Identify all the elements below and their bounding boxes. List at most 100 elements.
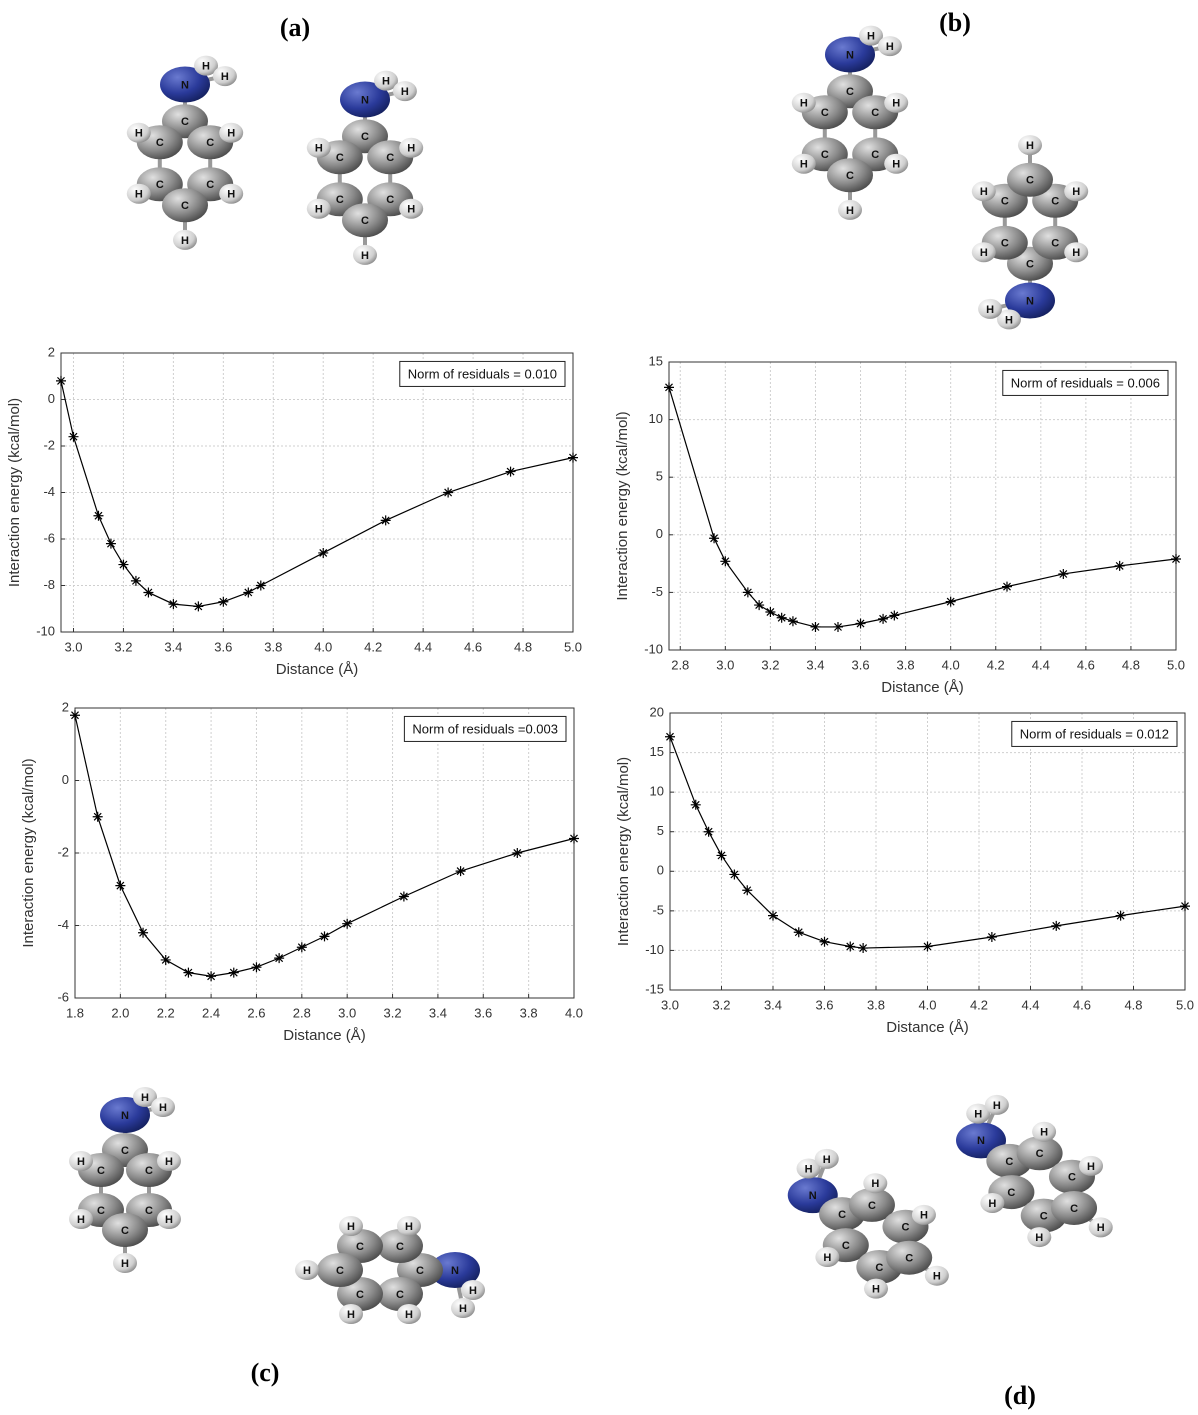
- atom-label: C: [821, 149, 829, 161]
- data-point: [131, 576, 141, 586]
- y-tick-label: -8: [43, 577, 55, 592]
- data-point: [93, 812, 103, 822]
- atom-label: C: [145, 1205, 153, 1217]
- atom-label: H: [1005, 314, 1013, 326]
- atom-label: C: [902, 1222, 910, 1234]
- atom-label: C: [846, 86, 854, 98]
- x-tick-label: 3.2: [712, 997, 730, 1012]
- data-point: [1171, 554, 1181, 564]
- atom-label: C: [1001, 196, 1009, 208]
- panel-label: (b): [939, 8, 971, 37]
- atom-label: H: [823, 1252, 831, 1264]
- atom-label: C: [868, 1200, 876, 1212]
- data-point: [138, 928, 148, 938]
- data-point: [765, 607, 775, 617]
- atom-label: C: [821, 107, 829, 119]
- x-tick-label: 3.8: [264, 639, 282, 654]
- annotation: Norm of residuals = 0.010: [408, 366, 557, 381]
- atom-label: H: [347, 1221, 355, 1233]
- atom-label: C: [336, 194, 344, 206]
- atom-label: C: [145, 1165, 153, 1177]
- data-point: [297, 942, 307, 952]
- x-tick-label: 4.4: [1032, 657, 1050, 672]
- x-axis-label: Distance (Å): [283, 1027, 366, 1044]
- plot-area: [669, 362, 1176, 650]
- data-point: [704, 827, 714, 837]
- y-tick-label: 2: [62, 699, 69, 714]
- atom-label: N: [121, 1110, 129, 1122]
- y-tick-label: 0: [656, 526, 663, 541]
- atom-label: C: [846, 170, 854, 182]
- y-tick-label: 0: [657, 863, 664, 878]
- atom-label: H: [77, 1156, 85, 1168]
- atom-label: C: [156, 179, 164, 191]
- y-axis-label: Interaction energy (kcal/mol): [20, 758, 37, 947]
- molecule: NHHCCCCCCHHHHH: [792, 26, 908, 220]
- data-point: [569, 834, 579, 844]
- data-point: [256, 581, 266, 591]
- panel-label: (c): [251, 1358, 280, 1387]
- atom-label: H: [871, 1178, 879, 1190]
- y-tick-label: 10: [649, 411, 663, 426]
- data-point: [987, 932, 997, 942]
- annotation: Norm of residuals =0.003: [412, 721, 558, 736]
- data-point: [456, 866, 466, 876]
- x-tick-label: 4.6: [464, 639, 482, 654]
- atom-label: H: [892, 98, 900, 110]
- data-point: [251, 962, 261, 972]
- y-tick-label: -10: [644, 641, 663, 656]
- x-tick-label: 4.2: [364, 639, 382, 654]
- data-point: [68, 432, 78, 442]
- atom-label: C: [356, 1289, 364, 1301]
- data-point: [691, 800, 701, 810]
- y-tick-label: -2: [43, 437, 55, 452]
- atom-label: H: [181, 235, 189, 247]
- y-tick-label: 15: [649, 353, 663, 368]
- x-tick-label: 3.4: [429, 1005, 447, 1020]
- atom-label: H: [227, 128, 235, 140]
- x-tick-label: 2.8: [293, 1005, 311, 1020]
- data-point: [1180, 901, 1190, 911]
- atom-label: H: [867, 31, 875, 43]
- atom-label: C: [838, 1209, 846, 1221]
- y-tick-label: 5: [657, 823, 664, 838]
- atom-label: C: [356, 1241, 364, 1253]
- atom-label: C: [1005, 1156, 1013, 1168]
- data-point: [856, 619, 866, 629]
- atom-label: C: [871, 107, 879, 119]
- y-tick-label: 5: [656, 469, 663, 484]
- x-tick-label: 5.0: [1176, 997, 1194, 1012]
- atom-label: H: [459, 1303, 467, 1315]
- atom-label: N: [1026, 295, 1034, 307]
- x-tick-label: 3.8: [520, 1005, 538, 1020]
- data-point: [381, 515, 391, 525]
- atom-label: C: [1068, 1172, 1076, 1184]
- atom-label: C: [97, 1165, 105, 1177]
- atom-label: H: [988, 1198, 996, 1210]
- data-point: [443, 488, 453, 498]
- x-tick-label: 5.0: [564, 639, 582, 654]
- atom-label: N: [846, 49, 854, 61]
- atom-label: C: [1036, 1148, 1044, 1160]
- y-tick-label: -5: [652, 902, 664, 917]
- data-point: [664, 382, 674, 392]
- atom-label: C: [121, 1145, 129, 1157]
- x-tick-label: 4.8: [514, 639, 532, 654]
- atom-label: C: [97, 1205, 105, 1217]
- x-tick-label: 3.4: [764, 997, 782, 1012]
- y-tick-label: 20: [650, 704, 664, 719]
- atom-label: H: [805, 1163, 813, 1175]
- x-tick-label: 4.2: [970, 997, 988, 1012]
- data-point: [206, 971, 216, 981]
- annotation: Norm of residuals = 0.012: [1020, 726, 1169, 741]
- y-tick-label: -10: [645, 942, 664, 957]
- atom-label: C: [1026, 175, 1034, 187]
- atom-label: C: [1040, 1211, 1048, 1223]
- atom-label: N: [977, 1135, 985, 1147]
- data-point: [720, 556, 730, 566]
- x-tick-label: 3.2: [114, 639, 132, 654]
- atom-label: C: [206, 137, 214, 149]
- atom-label: H: [135, 189, 143, 201]
